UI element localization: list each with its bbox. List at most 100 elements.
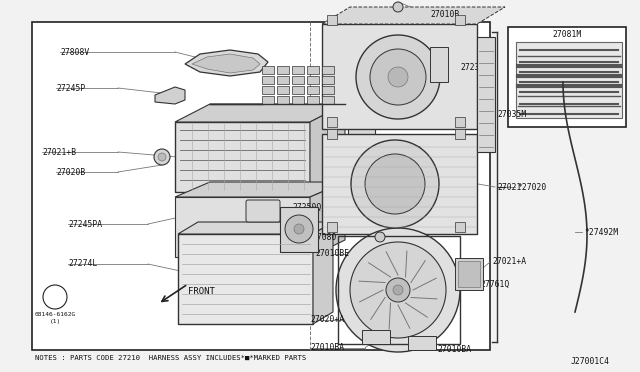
Polygon shape: [310, 182, 345, 257]
Bar: [408, 336, 436, 350]
Polygon shape: [155, 87, 185, 104]
Text: 27010B: 27010B: [430, 10, 460, 19]
Bar: [307, 76, 319, 84]
Text: 27250Q: 27250Q: [292, 202, 321, 212]
Bar: [322, 86, 334, 94]
Text: 27245P: 27245P: [56, 83, 85, 93]
Circle shape: [351, 140, 439, 228]
Bar: [362, 330, 390, 344]
Bar: [277, 86, 289, 94]
Circle shape: [386, 278, 410, 302]
Polygon shape: [175, 104, 345, 122]
Bar: [307, 96, 319, 104]
Bar: [477, 37, 495, 152]
Circle shape: [336, 228, 460, 352]
Text: (1): (1): [49, 320, 61, 324]
Text: 27080: 27080: [312, 232, 337, 241]
Text: 27020B: 27020B: [56, 167, 85, 176]
Bar: [322, 134, 477, 234]
Text: 27020+A: 27020+A: [310, 315, 344, 324]
Circle shape: [393, 2, 403, 12]
Bar: [322, 24, 477, 129]
Text: J27001C4: J27001C4: [571, 357, 610, 366]
Bar: [322, 96, 334, 104]
Text: 27021+A: 27021+A: [492, 257, 526, 266]
Bar: [516, 42, 622, 118]
Circle shape: [375, 232, 385, 242]
Text: 27021+B: 27021+B: [42, 148, 76, 157]
Polygon shape: [175, 197, 310, 257]
Text: 27808V: 27808V: [60, 48, 89, 57]
Circle shape: [154, 149, 170, 165]
Text: 27255P: 27255P: [392, 145, 421, 154]
Text: 27010BA: 27010BA: [310, 343, 344, 353]
Bar: [307, 86, 319, 94]
Text: 27035M: 27035M: [497, 109, 526, 119]
Bar: [262, 76, 274, 84]
Bar: [327, 117, 337, 127]
Text: *27492M: *27492M: [584, 228, 618, 237]
Bar: [292, 76, 304, 84]
Text: 27238: 27238: [460, 62, 484, 71]
Text: FRONT: FRONT: [188, 288, 215, 296]
Text: 27010BA: 27010BA: [437, 346, 471, 355]
Bar: [262, 66, 274, 74]
Bar: [178, 234, 313, 324]
Polygon shape: [185, 50, 268, 76]
Circle shape: [43, 285, 67, 309]
Polygon shape: [313, 222, 333, 324]
Bar: [32, 22, 490, 350]
Bar: [277, 96, 289, 104]
Circle shape: [350, 242, 446, 338]
Polygon shape: [322, 7, 505, 24]
Bar: [455, 222, 465, 232]
Bar: [455, 117, 465, 127]
Circle shape: [365, 154, 425, 214]
Bar: [262, 86, 274, 94]
Bar: [322, 66, 334, 74]
Circle shape: [158, 153, 166, 161]
Circle shape: [388, 67, 408, 87]
Circle shape: [370, 49, 426, 105]
Bar: [277, 76, 289, 84]
Bar: [280, 207, 318, 252]
Bar: [327, 222, 337, 232]
Bar: [327, 129, 337, 139]
Polygon shape: [192, 54, 260, 73]
Text: R: R: [52, 292, 58, 301]
Text: 27021: 27021: [497, 183, 522, 192]
Text: 27245PA: 27245PA: [68, 219, 102, 228]
Bar: [322, 76, 334, 84]
Polygon shape: [348, 117, 375, 172]
Bar: [292, 66, 304, 74]
Bar: [455, 15, 465, 25]
Bar: [455, 258, 483, 290]
Polygon shape: [175, 182, 345, 197]
Circle shape: [356, 35, 440, 119]
Polygon shape: [175, 122, 310, 192]
Polygon shape: [310, 104, 345, 192]
Bar: [430, 47, 448, 82]
FancyBboxPatch shape: [246, 200, 280, 222]
Bar: [338, 236, 460, 344]
Bar: [455, 129, 465, 139]
Bar: [292, 86, 304, 94]
Text: 27081M: 27081M: [552, 29, 582, 38]
Text: 27274L: 27274L: [68, 260, 97, 269]
Bar: [508, 27, 626, 127]
Bar: [292, 96, 304, 104]
Text: 08146-6162G: 08146-6162G: [35, 311, 76, 317]
Bar: [262, 96, 274, 104]
Bar: [458, 261, 480, 287]
Text: *27020: *27020: [517, 183, 547, 192]
Text: NOTES : PARTS CODE 27210  HARNESS ASSY INCLUDES*■*MARKED PARTS: NOTES : PARTS CODE 27210 HARNESS ASSY IN…: [35, 355, 307, 361]
Circle shape: [393, 285, 403, 295]
Bar: [277, 66, 289, 74]
Bar: [307, 66, 319, 74]
Text: 27761Q: 27761Q: [480, 279, 509, 289]
Circle shape: [285, 215, 313, 243]
Circle shape: [294, 224, 304, 234]
Bar: [327, 15, 337, 25]
Text: 27010BE: 27010BE: [315, 250, 349, 259]
Polygon shape: [178, 222, 333, 234]
